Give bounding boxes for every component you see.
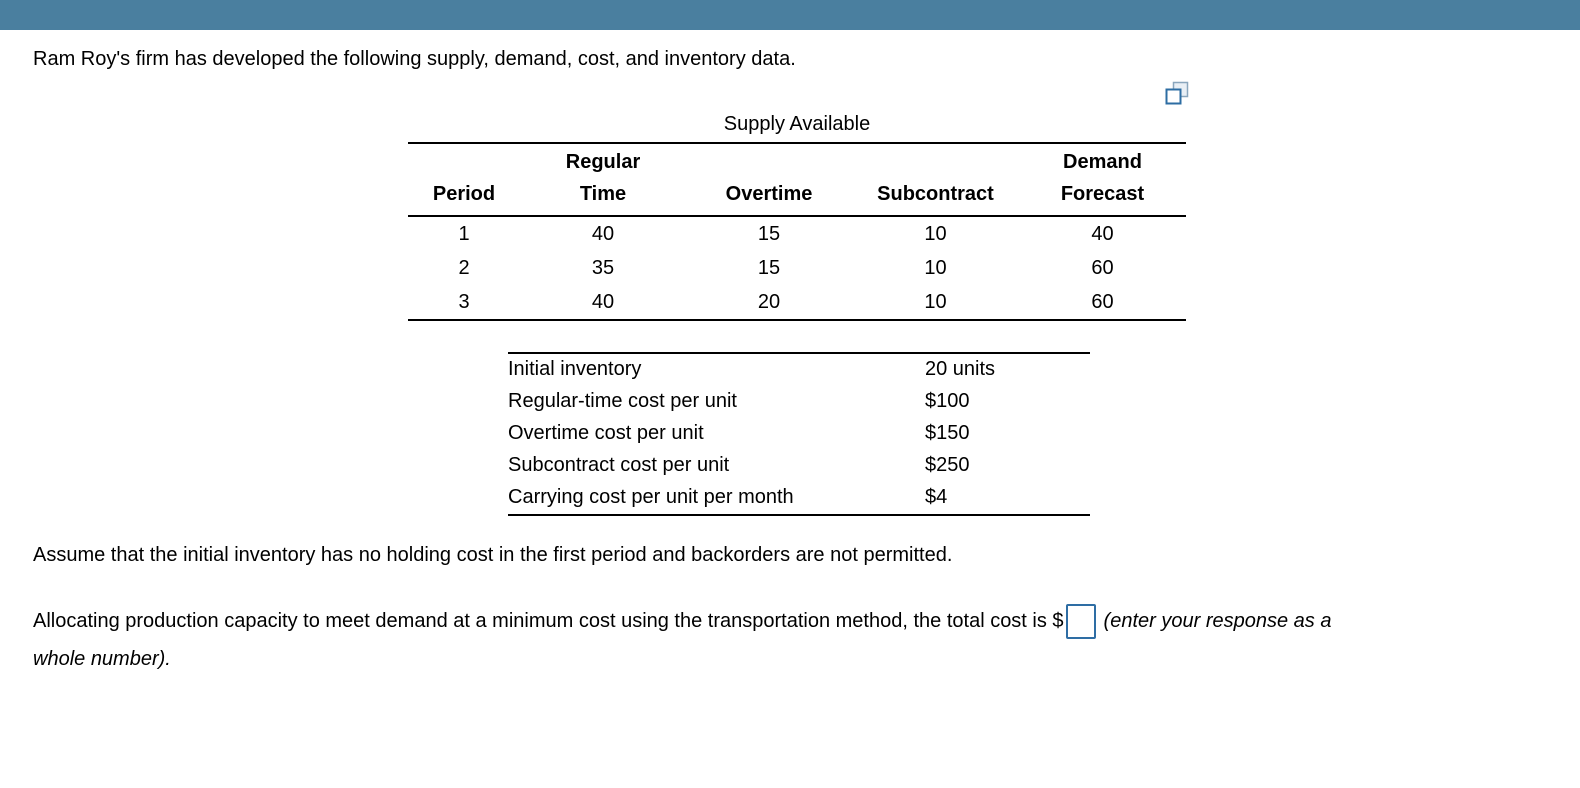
- header-period: Period: [408, 143, 520, 217]
- supply-available-section: Supply Available Period Regular Time Ove…: [408, 113, 1186, 321]
- supply-cell: 20: [757, 291, 781, 313]
- supply-cell: 35: [591, 257, 615, 279]
- supply-cell: 1: [458, 223, 470, 245]
- cost-data-section: Initial inventory 20 units Regular-time …: [508, 352, 1090, 516]
- supply-cell: 15: [757, 257, 781, 279]
- table-row: 3 40 20 10 60: [408, 285, 1186, 320]
- top-bar: [0, 0, 1580, 30]
- answer-input[interactable]: [1065, 604, 1096, 640]
- header-demand-forecast: Demand Forecast: [1019, 143, 1186, 217]
- header-regular-time: Regular Time: [520, 143, 686, 217]
- supply-cell: 40: [591, 223, 615, 245]
- supply-cell: 60: [1091, 257, 1114, 279]
- header-subcontract: Subcontract: [852, 143, 1019, 217]
- supply-cell: 10: [924, 257, 947, 279]
- table-row: 2 35 15 10 60: [408, 251, 1186, 285]
- table-row: Initial inventory 20 units: [508, 353, 1090, 386]
- supply-cell: 10: [924, 291, 947, 313]
- cost-table: Initial inventory 20 units Regular-time …: [508, 352, 1090, 516]
- supply-cell: 40: [591, 291, 615, 313]
- table-row: Subcontract cost per unit $250: [508, 450, 1090, 482]
- cost-label: Regular-time cost per unit: [508, 390, 737, 412]
- question-text: Allocating production capacity to meet d…: [33, 602, 1363, 678]
- supply-cell: 10: [924, 223, 947, 245]
- assumption-text: Assume that the initial inventory has no…: [33, 544, 953, 566]
- question-prefix: Allocating production capacity to meet d…: [33, 610, 1064, 632]
- cost-value: $250: [925, 454, 970, 476]
- question-suffix: (enter your response as a whole number).: [33, 610, 1332, 670]
- supply-table-title: Supply Available: [723, 113, 871, 135]
- supply-header-row: Period Regular Time Overtime Subcontract…: [408, 143, 1186, 217]
- cost-value: $150: [925, 422, 970, 444]
- supply-cell: 15: [757, 223, 781, 245]
- table-row: 1 40 15 10 40: [408, 216, 1186, 251]
- cost-value: $4: [925, 486, 948, 508]
- cost-label: Initial inventory: [508, 358, 642, 380]
- table-row: Overtime cost per unit $150: [508, 418, 1090, 450]
- cost-value: 20 units: [925, 358, 996, 380]
- copy-icon-graphic: [1165, 81, 1189, 105]
- cost-label: Overtime cost per unit: [508, 422, 704, 444]
- table-row: Carrying cost per unit per month $4: [508, 482, 1090, 515]
- supply-cell: 60: [1091, 291, 1114, 313]
- table-row: Regular-time cost per unit $100: [508, 386, 1090, 418]
- cost-label: Subcontract cost per unit: [508, 454, 730, 476]
- cost-value: $100: [925, 390, 970, 412]
- header-overtime: Overtime: [686, 143, 852, 217]
- supply-table: Period Regular Time Overtime Subcontract…: [408, 142, 1186, 321]
- cost-label: Carrying cost per unit per month: [508, 486, 794, 508]
- supply-cell: 2: [458, 257, 470, 279]
- supply-cell: 40: [1091, 223, 1114, 245]
- copy-icon[interactable]: [1164, 80, 1190, 106]
- supply-cell: 3: [458, 291, 470, 313]
- intro-text: Ram Roy's firm has developed the followi…: [33, 48, 796, 70]
